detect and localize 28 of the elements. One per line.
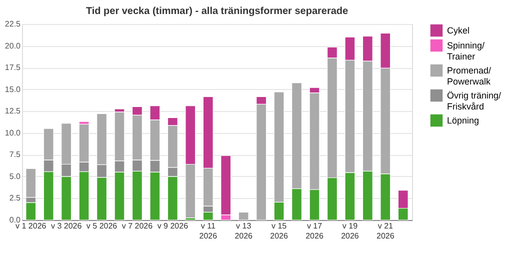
- bar: [238, 212, 249, 220]
- y-tick-label: 0.0: [9, 216, 22, 224]
- legend-label: Cykel: [447, 26, 470, 36]
- x-tick-label: v 15 2026: [270, 222, 288, 240]
- y-tick-label: 17.5: [4, 63, 22, 72]
- legend-label: Övrig träning/Friskvård: [447, 90, 502, 112]
- y-tick-label: 22.5: [4, 20, 22, 28]
- x-tick-label: v 5 2026: [86, 222, 118, 230]
- x-tick-label: v 17 2026: [306, 222, 324, 240]
- x-tick-label: v 21 2026: [376, 222, 395, 240]
- y-tick-label: 20.0: [4, 41, 22, 50]
- y-tick-label: 5.0: [9, 172, 22, 181]
- legend-label: Spinning/Trainer: [447, 40, 486, 62]
- x-tick-label: v 3 2026: [50, 222, 82, 230]
- x-tick-label: v 9 2026: [157, 222, 189, 230]
- x-tick-label: v 13 2026: [234, 222, 254, 240]
- y-tick-label: 12.5: [4, 106, 22, 116]
- y-tick-label: 2.5: [9, 194, 22, 203]
- x-tick-label: v 1 2026: [16, 222, 47, 230]
- legend-label: Promenad/Powerwalk: [447, 66, 492, 86]
- y-tick-label: 15.0: [4, 84, 22, 94]
- y-tick-label: 10.0: [4, 128, 22, 138]
- x-tick-label: v 19 2026: [341, 222, 360, 240]
- chart-title: Tid per vecka (timmar) - alla träningsformer separerade: [86, 6, 349, 17]
- legend-label: Löpning: [447, 116, 480, 126]
- x-tick-label: v 7 2026: [122, 222, 154, 230]
- x-tick-label: v 11 2026: [199, 222, 218, 240]
- y-tick-label: 7.5: [9, 150, 22, 160]
